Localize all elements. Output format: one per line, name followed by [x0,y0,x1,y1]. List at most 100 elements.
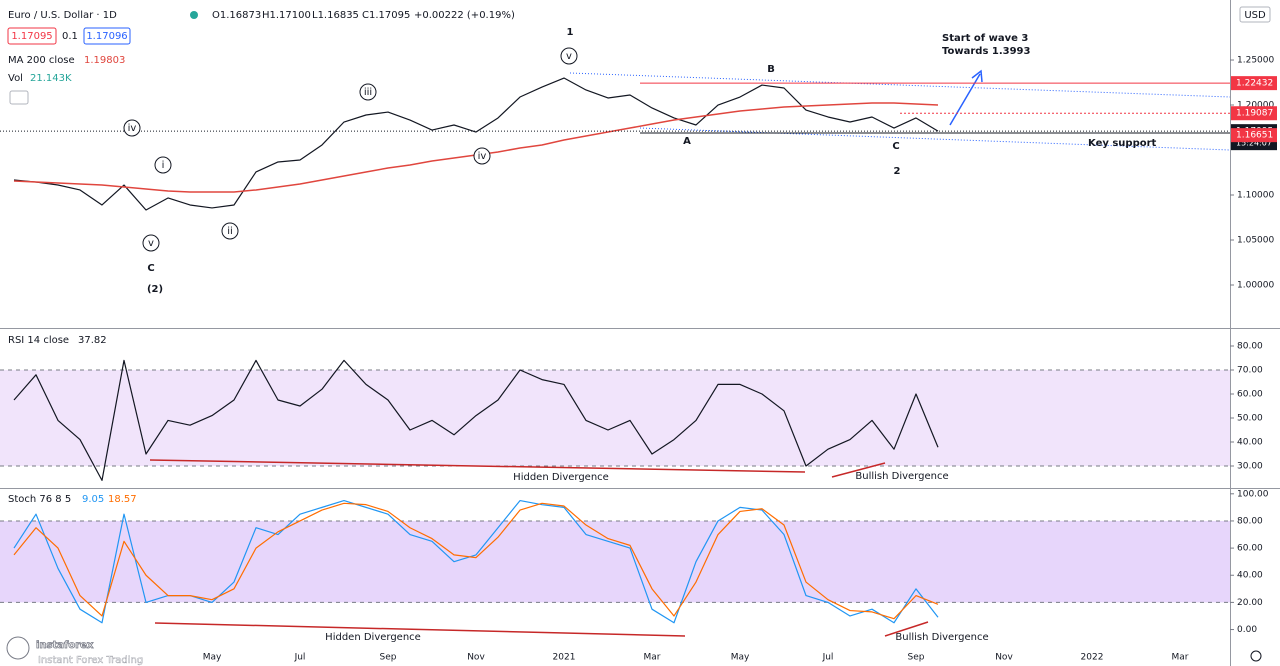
annotation: Hidden Divergence [513,472,609,483]
countdown: 15:24:07 [1236,139,1272,148]
symbol-title: Euro / U.S. Dollar · 1D [8,10,117,21]
y-tick-label: 60.00 [1237,544,1263,554]
annotation: Towards 1.3993 [942,46,1031,57]
x-tick-label: Nov [467,653,485,663]
annotation: iii [364,87,372,98]
currency[interactable]: USD [1244,10,1266,21]
stoch-k-value: 9.05 [82,494,104,505]
spread: 0.1 [62,31,78,42]
y-tick-label: 100.00 [1237,489,1269,499]
sell-button[interactable] [7,27,57,45]
x-tick-label: 2022 [1081,653,1104,663]
y-tick-label: 40.00 [1237,437,1263,447]
arrow-head [971,69,983,83]
rsi-value: 37.82 [78,335,107,346]
annotation: iv [478,151,487,162]
annotation: B [767,64,775,75]
annotation: Start of wave 3 [942,33,1028,44]
price-tag [1231,106,1277,121]
x-tick-label: Nov [995,653,1013,663]
price-tag-label: 1.19087 [1236,109,1273,119]
annotation: A [683,136,691,147]
wave-circle [359,83,377,101]
buy-price[interactable]: 1.17096 [86,31,127,42]
annotation: iv [128,123,137,134]
vol-value: 21.143K [30,73,72,84]
y-tick-label: 1.20000 [1237,101,1274,111]
trendline [569,72,1231,98]
wave-circle [560,47,578,65]
series-line [13,359,939,481]
wave-circle [154,156,172,174]
annotation: Key support [1088,138,1157,149]
x-tick-label: May [203,653,222,663]
ohlc-low: L1.16835 [312,10,359,21]
y-tick-label: 1.25000 [1237,56,1274,66]
vol-legend: Vol [8,73,23,84]
sell-price[interactable]: 1.17095 [11,31,52,42]
series-line [13,77,939,211]
ma-value: 1.19803 [84,55,125,66]
series-line [13,502,939,620]
y-tick-label: 1.05000 [1237,235,1274,245]
y-tick-label: 40.00 [1237,571,1263,581]
ohlc-high: H1.17100 [262,10,311,21]
wave-circle [123,119,141,137]
logo-name: instaforex [36,640,94,651]
status-dot [190,11,198,19]
y-tick-label: 1.10000 [1237,191,1274,201]
logo: instaforex Instant Forex Trading [5,635,143,666]
annotation: (2) [147,284,163,295]
x-tick-label: May [731,653,750,663]
drawings [149,69,1231,637]
stoch-d-value: 18.57 [108,494,137,505]
annotation: Bullish Divergence [895,632,988,643]
indicator-band [0,520,1230,603]
price-tag [1231,128,1277,143]
y-tick-label: 1.00000 [1237,280,1274,290]
currency-button[interactable] [1239,6,1271,23]
wave-arrow [949,73,981,126]
wave-circle [473,147,491,165]
logo-tagline: Instant Forex Trading [38,655,143,666]
annotation: v [566,51,572,62]
annotation: C [892,141,899,152]
y-tick-label: 30.00 [1237,461,1263,471]
annotation: 1 [567,27,574,38]
annotation: v [148,238,154,249]
price-tag [1231,76,1277,91]
y-tick-label: 50.00 [1237,413,1263,423]
x-tick-label: Sep [908,653,925,663]
y-tick-label: 70.00 [1237,366,1263,376]
indicator-band [0,370,1230,466]
settings-icon[interactable] [1250,650,1262,662]
y-tick-label: 60.00 [1237,390,1263,400]
x-tick-label: Jul [822,653,834,663]
annotation: ii [227,226,233,237]
divergence-line [884,621,929,637]
x-tick-label: Mar [1172,653,1189,663]
y-tick-label: 80.00 [1237,342,1263,352]
divergence-line [149,459,806,473]
y-tick-label: 0.00 [1237,625,1257,635]
collapse-button[interactable] [9,90,29,105]
ohlc-open: O1.16873 [212,10,261,21]
x-tick-label: Mar [644,653,661,663]
y-tick-label: 20.00 [1237,598,1263,608]
wave-circle [221,222,239,240]
logo-icon [6,636,30,660]
price-tag-label: 1.22432 [1236,79,1273,89]
ohlc-close: C1.17095 [362,10,410,21]
rsi-legend: RSI 14 close [8,335,69,346]
annotation: C [147,263,154,274]
price-tag-label: 1.16651 [1236,131,1273,141]
divergence-line [154,622,686,637]
y-tick-label: 80.00 [1237,516,1263,526]
buy-button[interactable] [83,27,131,45]
annotation: Bullish Divergence [855,471,948,482]
x-tick-label: Sep [380,653,397,663]
wave-circle [142,234,160,252]
annotation: 2 [894,166,901,177]
stoch-legend: Stoch 76 8 5 [8,494,71,505]
